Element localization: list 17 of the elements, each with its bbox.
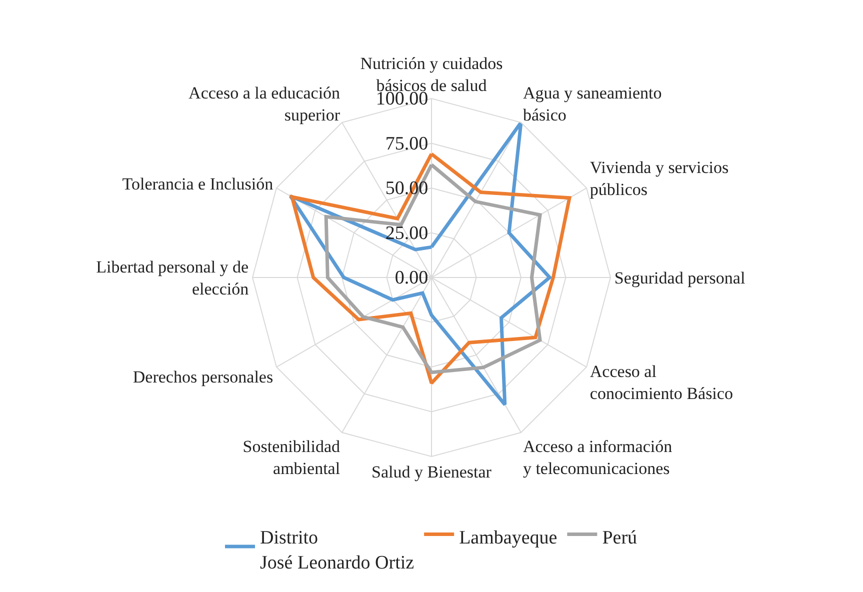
spoke-label: Tolerancia e Inclusión xyxy=(122,174,274,194)
y-tick-label: 25.00 xyxy=(385,222,428,244)
spoke-label: Derechos personales xyxy=(132,368,274,387)
spoke-label: Libertad personal y de elección xyxy=(96,257,250,299)
spoke-label: Acceso a información y telecomunicaciones xyxy=(522,437,673,478)
spoke-label: Sostenibilidad ambiental xyxy=(242,437,341,478)
legend-label: Lambayeque xyxy=(459,528,558,549)
spoke-label: Salud y Bienestar xyxy=(372,462,492,482)
y-tick-label: 0.00 xyxy=(394,268,428,289)
legend-label: Perú xyxy=(602,528,638,549)
spoke-label: Acceso al conocimiento Básico xyxy=(590,362,733,404)
spoke-label: Seguridad personal xyxy=(614,268,746,288)
y-tick-label: 75.00 xyxy=(385,133,428,154)
spoke-label: Vivienda y servicios públicos xyxy=(590,158,729,200)
legend-label: Distrito José Leonardo Ortiz xyxy=(260,528,414,574)
spoke-label: Acceso a la educación superior xyxy=(188,84,341,125)
spoke-label: Agua y saneamiento básico xyxy=(522,84,662,125)
